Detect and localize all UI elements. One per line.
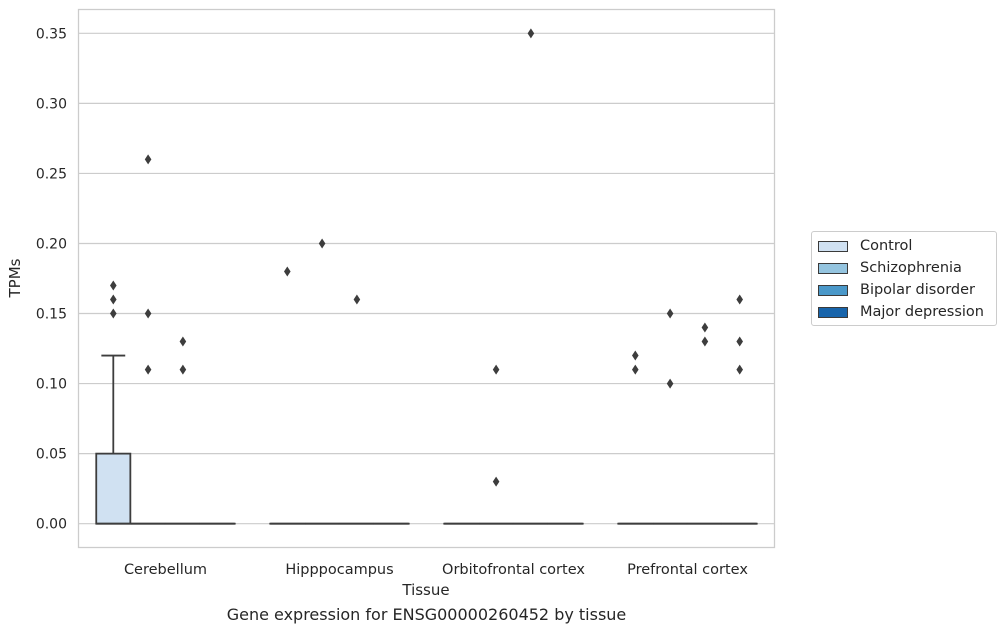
y-tick-label: 0.05	[36, 447, 67, 463]
legend-label-major-depression: Major depression	[860, 304, 984, 320]
outlier-point	[702, 323, 709, 333]
outlier-point	[493, 477, 500, 487]
outlier-point	[354, 295, 361, 305]
outlier-point	[632, 365, 639, 375]
outlier-point	[145, 309, 152, 319]
outlier-point	[667, 379, 674, 389]
legend-label-schizophrenia: Schizophrenia	[860, 260, 962, 276]
outlier-point	[110, 309, 117, 319]
plot-frame	[79, 10, 775, 548]
outlier-point	[736, 295, 743, 305]
legend-item-schizophrenia: Schizophrenia	[818, 259, 962, 277]
grid-lines	[79, 33, 775, 523]
outlier-point	[284, 266, 291, 276]
outlier-point	[736, 365, 743, 375]
legend: Control Schizophrenia Bipolar disorder M…	[811, 231, 997, 326]
legend-swatch-schizophrenia	[818, 263, 848, 274]
y-tick-label: 0.20	[36, 236, 67, 252]
y-tick-label: 0.30	[36, 96, 67, 112]
outlier-point	[736, 337, 743, 347]
box	[96, 454, 130, 524]
legend-swatch-bipolar-disorder	[818, 285, 848, 296]
y-tick-label: 0.00	[36, 517, 67, 533]
x-tick-labels: Cerebellum Hipppocampus Orbitofrontal cort…	[124, 562, 748, 578]
y-tick-label: 0.10	[36, 377, 67, 393]
outlier-point	[632, 351, 639, 361]
outlier-point	[493, 365, 500, 375]
outlier-point	[667, 309, 674, 319]
x-tick-label: Prefrontal cortex	[627, 562, 748, 578]
outlier-point	[528, 28, 535, 38]
y-axis-label: TPMs	[6, 258, 24, 298]
outlier-point	[145, 154, 152, 164]
outlier-point	[110, 295, 117, 305]
y-tick-label: 0.15	[36, 307, 67, 323]
outlier-point	[145, 365, 152, 375]
chart-caption: Gene expression for ENSG00000260452 by t…	[0, 605, 853, 624]
y-tick-labels: 0.00 0.05 0.10 0.15 0.20 0.25 0.30 0.35	[36, 26, 67, 532]
outlier-point	[180, 337, 187, 347]
x-tick-label: Cerebellum	[124, 562, 207, 578]
y-tick-label: 0.35	[36, 26, 67, 42]
legend-item-major-depression: Major depression	[818, 303, 984, 321]
legend-label-bipolar-disorder: Bipolar disorder	[860, 282, 975, 298]
x-tick-label: Hipppocampus	[285, 562, 393, 578]
y-tick-label: 0.25	[36, 166, 67, 182]
x-axis-label: Tissue	[401, 581, 449, 599]
outlier-point	[110, 281, 117, 291]
outlier-point	[180, 365, 187, 375]
legend-swatch-major-depression	[818, 307, 848, 318]
legend-item-bipolar-disorder: Bipolar disorder	[818, 281, 975, 299]
legend-swatch-control	[818, 241, 848, 252]
outlier-point	[319, 238, 326, 248]
legend-label-control: Control	[860, 238, 912, 254]
x-tick-label: Orbitofrontal cortex	[442, 562, 585, 578]
outliers	[110, 28, 743, 486]
boxes	[96, 356, 757, 524]
outlier-point	[702, 337, 709, 347]
legend-item-control: Control	[818, 237, 912, 255]
